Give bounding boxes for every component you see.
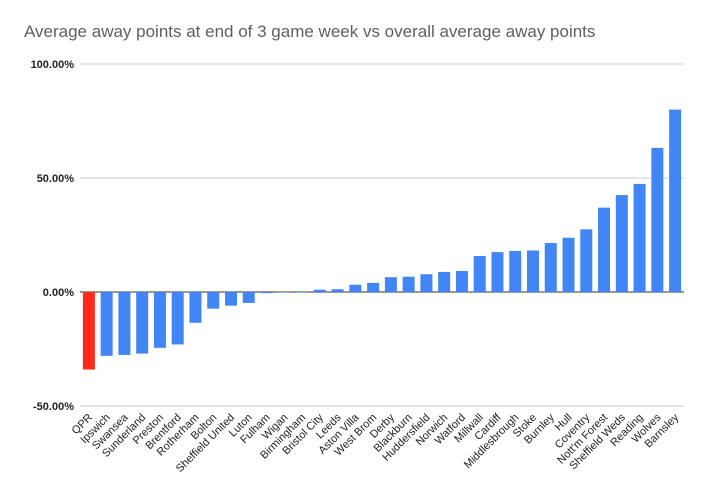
- bar: [367, 282, 380, 292]
- bar: [615, 195, 628, 292]
- bar: [473, 255, 486, 292]
- bar: [118, 292, 131, 355]
- bar: [491, 252, 504, 292]
- bar: [189, 292, 202, 323]
- bar: [82, 292, 95, 370]
- chart-title: Average away points at end of 3 game wee…: [24, 22, 596, 41]
- bar: [349, 284, 362, 292]
- y-tick-label: 50.00%: [37, 173, 75, 185]
- bar: [633, 183, 646, 292]
- bar: [402, 276, 415, 292]
- bar: [153, 292, 166, 348]
- y-tick-label: 0.00%: [43, 287, 74, 299]
- bar: [669, 109, 682, 292]
- bar: [420, 274, 433, 292]
- bar: [598, 207, 611, 292]
- y-tick-label: -50.00%: [33, 401, 74, 413]
- bar: [100, 292, 113, 356]
- bar: [384, 277, 397, 292]
- bar: [509, 250, 522, 292]
- bar: [455, 271, 468, 292]
- bar: [260, 292, 273, 294]
- bar: [527, 250, 539, 292]
- bar: [225, 292, 237, 306]
- bar: [313, 289, 326, 292]
- bar: [207, 292, 220, 309]
- bar: [278, 292, 291, 293]
- bar: [242, 292, 255, 303]
- bar: [438, 271, 451, 292]
- bar: [171, 292, 184, 345]
- bar: [562, 237, 575, 292]
- bar: [136, 292, 149, 354]
- bar: [651, 147, 664, 292]
- y-tick-label: 100.00%: [31, 59, 75, 71]
- bar: [544, 242, 557, 292]
- bar: [580, 229, 593, 292]
- bar: [331, 289, 344, 292]
- bar: [296, 292, 309, 293]
